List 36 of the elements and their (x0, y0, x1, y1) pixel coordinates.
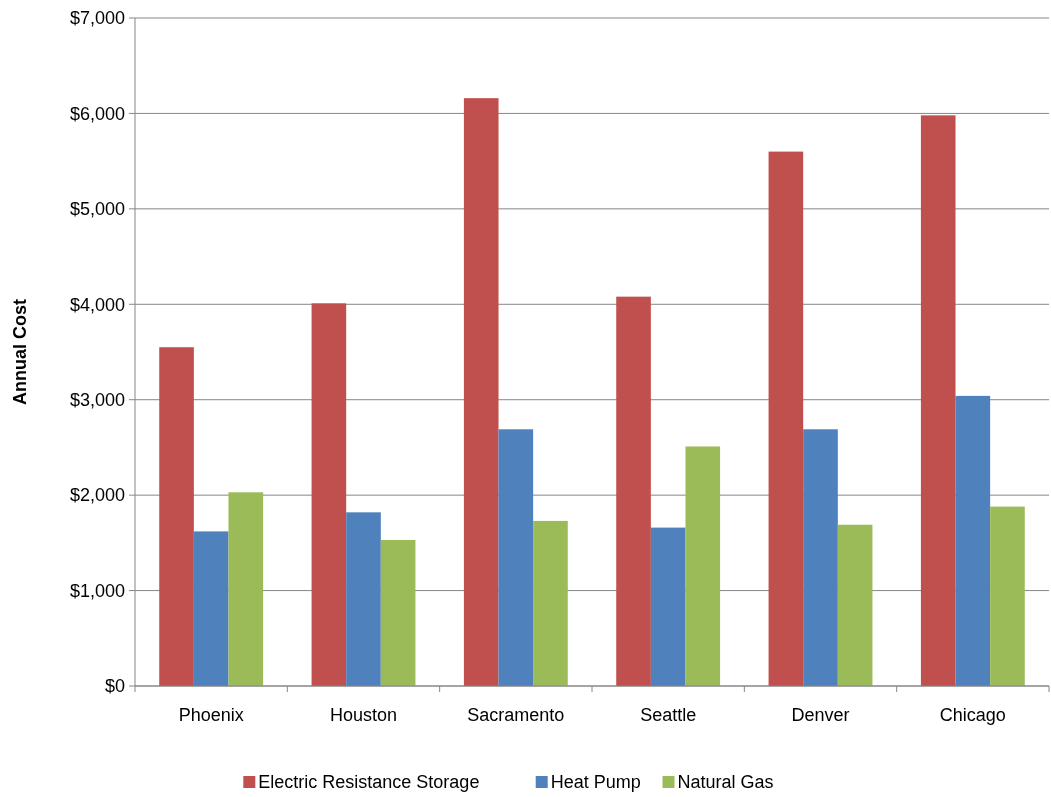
x-tick-label: Chicago (939, 705, 1006, 725)
bar (463, 98, 499, 686)
y-tick-label: $4,000 (69, 294, 125, 315)
bar (650, 527, 686, 686)
bar (228, 492, 264, 686)
y-axis-title: Annual Cost (10, 299, 30, 405)
bar (498, 429, 534, 686)
y-tick-label: $5,000 (69, 199, 125, 220)
bar (380, 539, 416, 686)
bar (990, 506, 1025, 686)
bar (159, 347, 194, 686)
bar (346, 512, 381, 686)
bar (193, 531, 229, 686)
y-tick-label: $7,000 (69, 8, 125, 29)
y-tick-label: $1,000 (69, 580, 125, 601)
bar (955, 395, 991, 686)
x-tick-label: Denver (791, 705, 850, 725)
bar (685, 446, 721, 686)
bar (803, 429, 838, 686)
x-tick-label: Phoenix (178, 705, 244, 725)
bar (311, 303, 347, 686)
bar (920, 115, 956, 686)
y-tick-label: $0 (104, 676, 125, 697)
legend-label: Natural Gas (677, 772, 774, 793)
bar (837, 524, 873, 686)
legend-label: Heat Pump (550, 772, 641, 793)
x-tick-label: Sacramento (467, 705, 565, 725)
bar (768, 151, 804, 686)
bar (533, 520, 568, 686)
x-tick-label: Seattle (640, 705, 697, 725)
legend-label: Electric Resistance Storage (258, 772, 480, 793)
y-tick-label: $2,000 (69, 485, 125, 506)
y-tick-label: $3,000 (69, 390, 125, 411)
bar (616, 296, 651, 686)
x-tick-label: Houston (329, 705, 398, 725)
y-tick-label: $6,000 (69, 103, 125, 124)
